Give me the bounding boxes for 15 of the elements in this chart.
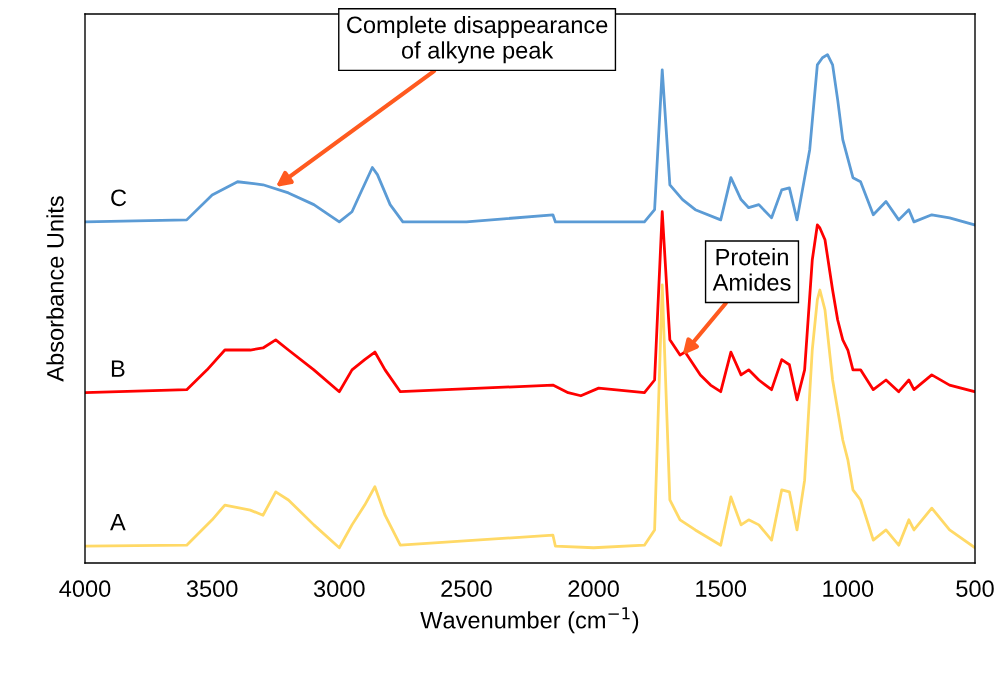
- x-tick-label: 500: [956, 580, 994, 598]
- x-tick-label: 4000: [59, 580, 111, 598]
- series-label: B: [111, 360, 125, 377]
- x-tick-label: 2500: [441, 580, 492, 598]
- y-axis-title: Absorbance Units: [46, 196, 64, 382]
- x-tick-label: 1000: [823, 580, 874, 598]
- x-axis-title: Wavenumber (cm$^{−1}$): [420, 607, 639, 634]
- annotation: Protein Amides: [712, 248, 791, 291]
- x-tick-label: 3500: [186, 580, 238, 598]
- x-tick-label: 1500: [696, 580, 747, 598]
- x-tick-label: 3000: [313, 580, 365, 598]
- x-tick-label: 2000: [568, 580, 619, 598]
- series-label: C: [111, 189, 127, 207]
- series-label: A: [110, 513, 126, 531]
- annotation: Complete disappearance of alkyne peak: [347, 15, 608, 64]
